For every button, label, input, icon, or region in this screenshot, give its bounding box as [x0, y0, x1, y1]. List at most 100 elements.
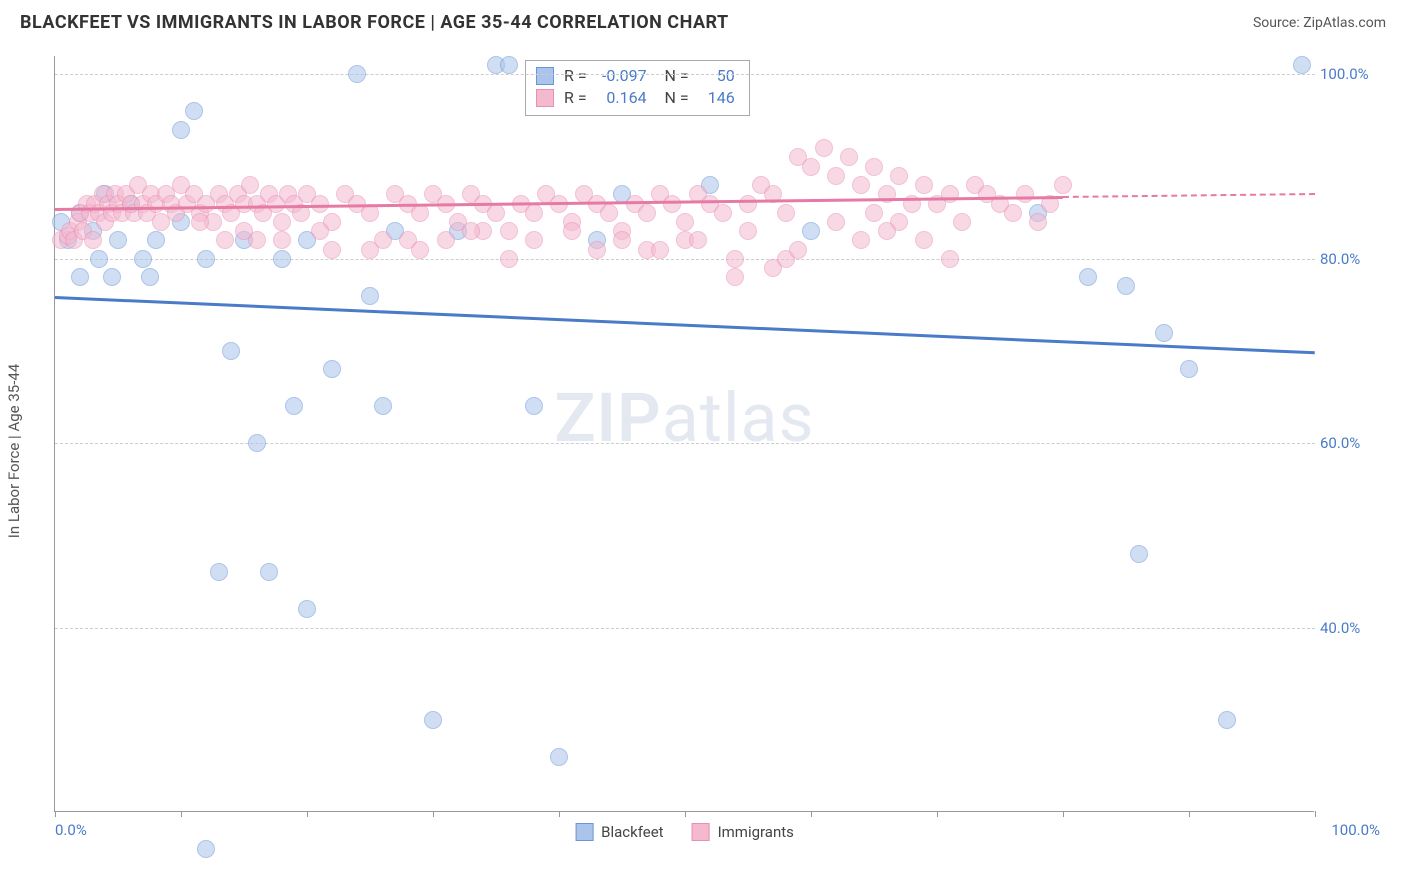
data-point	[311, 222, 329, 240]
ytick-label: 80.0%	[1320, 250, 1380, 268]
data-point	[865, 204, 883, 222]
legend-r-value: 0.164	[597, 87, 647, 109]
gridline-h	[55, 443, 1315, 444]
source-label: Source: ZipAtlas.com	[1253, 15, 1386, 31]
data-point	[197, 250, 215, 268]
data-point	[1180, 360, 1198, 378]
data-point	[411, 241, 429, 259]
data-point	[878, 222, 896, 240]
data-point	[739, 195, 757, 213]
xtick	[1189, 811, 1190, 817]
xtick	[1315, 811, 1316, 817]
data-point	[1016, 185, 1034, 203]
gridline-h	[55, 259, 1315, 260]
data-point	[311, 195, 329, 213]
legend-r-label: R =	[564, 65, 587, 87]
data-point	[1117, 277, 1135, 295]
data-point	[500, 56, 518, 74]
data-point	[1218, 711, 1236, 729]
data-point	[689, 231, 707, 249]
data-point	[613, 231, 631, 249]
data-point	[210, 563, 228, 581]
legend-swatch	[536, 89, 554, 107]
data-point	[172, 121, 190, 139]
data-point	[374, 397, 392, 415]
data-point	[827, 167, 845, 185]
data-point	[273, 213, 291, 231]
data-point	[500, 222, 518, 240]
legend-label: Immigrants	[718, 823, 794, 841]
data-point	[1293, 56, 1311, 74]
data-point	[852, 231, 870, 249]
data-point	[638, 204, 656, 222]
legend-stats-box: R =-0.097 N =50R =0.164 N =146	[525, 60, 750, 116]
bottom-legend-item: Blackfeet	[575, 823, 663, 841]
data-point	[588, 241, 606, 259]
xtick	[559, 811, 560, 817]
data-point	[487, 204, 505, 222]
data-point	[323, 360, 341, 378]
data-point	[739, 222, 757, 240]
xtick	[937, 811, 938, 817]
data-point	[90, 250, 108, 268]
data-point	[525, 397, 543, 415]
data-point	[348, 65, 366, 83]
data-point	[563, 222, 581, 240]
data-point	[890, 167, 908, 185]
data-point	[197, 840, 215, 858]
data-point	[802, 222, 820, 240]
ytick-label: 60.0%	[1320, 434, 1380, 452]
trend-line	[55, 296, 1315, 354]
legend-label: Blackfeet	[601, 823, 663, 841]
data-point	[235, 222, 253, 240]
ytick-label: 40.0%	[1320, 619, 1380, 637]
data-point	[273, 250, 291, 268]
data-point	[1054, 176, 1072, 194]
data-point	[915, 231, 933, 249]
legend-n-value: 146	[699, 87, 735, 109]
legend-n-label: N =	[657, 87, 689, 109]
trend-line-dashed	[1063, 193, 1315, 198]
data-point	[726, 268, 744, 286]
data-point	[525, 204, 543, 222]
data-point	[865, 158, 883, 176]
xtick	[433, 811, 434, 817]
data-point	[941, 185, 959, 203]
data-point	[298, 600, 316, 618]
data-point	[1079, 268, 1097, 286]
legend-n-label: N =	[657, 65, 689, 87]
data-point	[663, 195, 681, 213]
chart-area: ZIPatlas R =-0.097 N =50R =0.164 N =146 …	[54, 56, 1384, 846]
data-point	[411, 204, 429, 222]
data-point	[273, 231, 291, 249]
data-point	[500, 250, 518, 268]
data-point	[109, 231, 127, 249]
legend-n-value: 50	[699, 65, 735, 87]
gridline-h	[55, 74, 1315, 75]
data-point	[525, 231, 543, 249]
bottom-legend-item: Immigrants	[692, 823, 794, 841]
data-point	[789, 241, 807, 259]
data-point	[1130, 545, 1148, 563]
ytick-label: 100.0%	[1320, 65, 1380, 83]
xaxis-label-max: 100.0%	[1331, 821, 1380, 839]
data-point	[726, 250, 744, 268]
data-point	[1029, 213, 1047, 231]
y-axis-label: In Labor Force | Age 35-44	[5, 364, 23, 538]
data-point	[802, 158, 820, 176]
data-point	[147, 231, 165, 249]
data-point	[241, 176, 259, 194]
data-point	[550, 748, 568, 766]
data-point	[191, 213, 209, 231]
xtick	[1063, 811, 1064, 817]
legend-swatch	[536, 67, 554, 85]
legend-r-value: -0.097	[597, 65, 647, 87]
data-point	[103, 268, 121, 286]
data-point	[600, 204, 618, 222]
legend-swatch	[575, 823, 593, 841]
xtick	[307, 811, 308, 817]
data-point	[361, 241, 379, 259]
xtick	[811, 811, 812, 817]
plot-area: ZIPatlas R =-0.097 N =50R =0.164 N =146 …	[54, 56, 1314, 812]
chart-title: BLACKFEET VS IMMIGRANTS IN LABOR FORCE |…	[20, 12, 729, 33]
